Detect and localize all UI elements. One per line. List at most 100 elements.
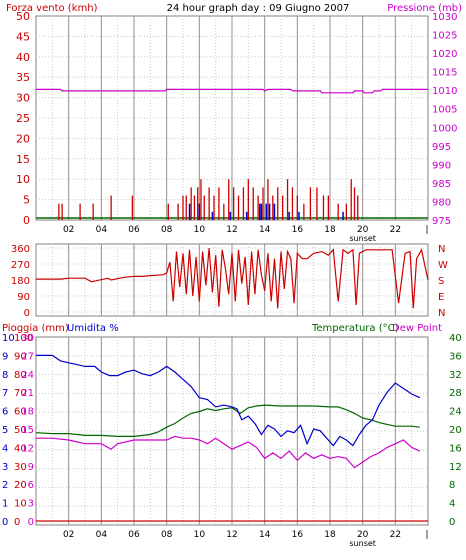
temperature-axis-title: Temperatura (°C) xyxy=(311,323,399,334)
humidity-line xyxy=(36,354,421,447)
wind-pressure-xtick-end: | xyxy=(425,225,428,235)
compass-label: S xyxy=(438,276,444,287)
wind-pressure-xtick-label: 20 xyxy=(357,225,369,235)
wind-ytick-label: 45 xyxy=(16,30,30,43)
wind-axis-title: Forza vento (kmh) xyxy=(6,3,98,14)
rain-ytick-label: 9 xyxy=(2,351,8,362)
wind-direction-line xyxy=(36,247,429,309)
temperature-ytick-label: 40 xyxy=(449,333,462,344)
dewpoint-ytick-label: 24 xyxy=(21,370,34,381)
temp-humidity-xtick-label: 08 xyxy=(161,530,173,540)
pressure-ytick-label: 1025 xyxy=(432,31,457,42)
rain-ytick-label: 10 xyxy=(2,333,15,344)
temperature-ytick-label: 8 xyxy=(449,480,455,491)
temperature-ytick-label: 4 xyxy=(449,499,455,510)
temp-humidity-xtick-label: 22 xyxy=(390,530,401,540)
temperature-ytick-label: 12 xyxy=(449,462,462,473)
temp-humidity-xtick-label: 12 xyxy=(226,530,237,540)
pressure-ytick-label: 985 xyxy=(432,179,451,190)
rain-ytick-label: 5 xyxy=(2,425,8,436)
direction-ytick-label: 90 xyxy=(17,292,30,303)
dewpoint-ytick-label: 21 xyxy=(21,388,34,399)
direction-ytick-label: 270 xyxy=(11,260,30,271)
pressure-axis-title: Pressione (mb) xyxy=(387,3,462,14)
rain-ytick-label: 3 xyxy=(2,462,8,473)
humidity-ytick-label: 20 xyxy=(14,480,27,491)
wind-pressure-xtick-label: 18 xyxy=(324,225,336,235)
temperature-ytick-label: 36 xyxy=(449,351,462,362)
temp-humidity-xtick-label: 16 xyxy=(292,530,304,540)
compass-label: W xyxy=(438,260,448,271)
humidity-ytick-label: 90 xyxy=(14,351,27,362)
wind-pressure-xtick-label: 02 xyxy=(63,225,74,235)
humidity-ytick-label: 50 xyxy=(14,425,27,436)
direction-ytick-label: 360 xyxy=(11,244,30,255)
temp-humidity-xtick-label: 06 xyxy=(128,530,140,540)
temperature-ytick-label: 28 xyxy=(449,388,462,399)
temp-humidity-xtick-end: | xyxy=(425,530,428,540)
pressure-ytick-label: 1030 xyxy=(432,12,457,23)
wind-ytick-label: 25 xyxy=(16,112,30,125)
temp-humidity-sunset-label: sunset xyxy=(349,539,376,548)
compass-label: N xyxy=(438,244,445,255)
pressure-line xyxy=(36,88,428,94)
rain-ytick-label: 2 xyxy=(2,480,8,491)
humidity-ytick-label: 100 xyxy=(14,333,33,344)
wind-ytick-label: 15 xyxy=(16,153,30,166)
pressure-ytick-label: 1020 xyxy=(432,49,457,60)
dewpoint-ytick-label: 30 xyxy=(21,333,34,344)
rain-ytick-label: 1 xyxy=(2,499,8,510)
direction-ytick-label: 0 xyxy=(24,308,30,319)
rain-axis-title: Pioggia (mm) xyxy=(2,323,69,334)
dewpoint-axis-title: Dew Point xyxy=(392,323,442,334)
humidity-ytick-label: 60 xyxy=(14,407,27,418)
temperature-ytick-label: 16 xyxy=(449,443,462,454)
wind-ytick-label: 40 xyxy=(16,51,30,64)
dewpoint-ytick-label: 27 xyxy=(21,351,34,362)
chart-title: 24 hour graph day : 09 Giugno 2007 xyxy=(167,3,350,14)
rain-ytick-label: 4 xyxy=(2,443,8,454)
wind-pressure-xtick-label: 08 xyxy=(161,225,173,235)
wind-ytick-label: 10 xyxy=(16,173,30,186)
temperature-ytick-label: 32 xyxy=(449,370,462,381)
pressure-ytick-label: 995 xyxy=(432,142,451,153)
wind-ytick-label: 20 xyxy=(16,132,30,145)
temp-humidity-xtick-label: 14 xyxy=(259,530,271,540)
temp-humidity-xtick-label: 04 xyxy=(96,530,108,540)
wind-pressure-xtick-label: 04 xyxy=(96,225,108,235)
humidity-axis-title: Umidita % xyxy=(67,323,119,334)
pressure-ytick-label: 1015 xyxy=(432,68,457,79)
wind-pressure-xtick-label: 22 xyxy=(390,225,401,235)
pressure-ytick-label: 1010 xyxy=(432,86,457,97)
wind-pressure-panel: 0510152025303540455097598098599099510001… xyxy=(16,10,457,243)
pressure-ytick-label: 1005 xyxy=(432,105,457,116)
temperature-ytick-label: 24 xyxy=(449,407,462,418)
dewpoint-ytick-label: 12 xyxy=(21,443,34,454)
temperature-ytick-label: 20 xyxy=(449,425,462,436)
rain-ytick-label: 0 xyxy=(2,517,8,528)
pressure-ytick-label: 990 xyxy=(432,160,451,171)
compass-label: E xyxy=(438,292,444,303)
humidity-ytick-label: 80 xyxy=(14,370,27,381)
rain-ytick-label: 6 xyxy=(2,407,8,418)
compass-label: N xyxy=(438,308,445,319)
temp-humidity-xtick-label: 18 xyxy=(324,530,336,540)
wind-pressure-xtick-label: 16 xyxy=(292,225,304,235)
dewpoint-line xyxy=(36,435,421,469)
pressure-ytick-label: 980 xyxy=(432,197,451,208)
dewpoint-ytick-label: 3 xyxy=(28,499,34,510)
pressure-ytick-label: 975 xyxy=(432,216,451,227)
dewpoint-ytick-label: 9 xyxy=(28,462,34,473)
temperature-line xyxy=(35,404,420,437)
direction-ytick-label: 180 xyxy=(11,276,30,287)
rain-ytick-label: 7 xyxy=(2,388,8,399)
wind-pressure-xtick-label: 12 xyxy=(226,225,237,235)
wind-pressure-sunset-label: sunset xyxy=(349,234,376,243)
temp-humidity-xtick-label: 02 xyxy=(63,530,74,540)
wind-pressure-xtick-label: 10 xyxy=(194,225,206,235)
humidity-ytick-label: 40 xyxy=(14,443,27,454)
wind-pressure-xtick-label: 14 xyxy=(259,225,271,235)
